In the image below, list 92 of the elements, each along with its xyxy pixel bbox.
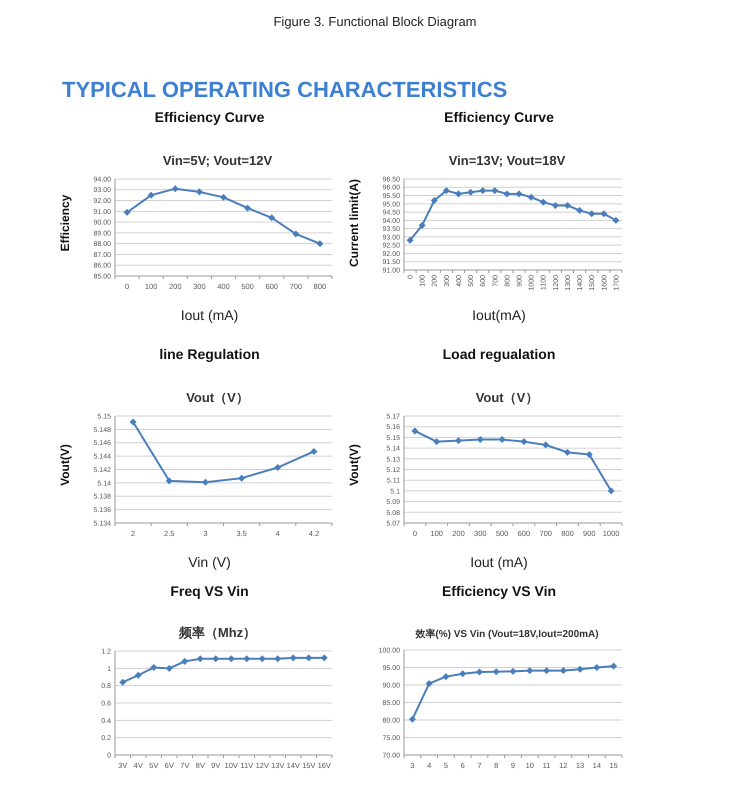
point [244,204,252,212]
point [543,667,550,674]
point [479,187,486,194]
point [491,187,498,194]
point [408,716,416,723]
point [196,188,203,196]
point [172,185,179,192]
point [610,662,618,670]
point [274,464,282,471]
point [426,680,433,688]
point [196,655,204,662]
point [212,655,220,662]
point [181,658,188,665]
point [258,655,266,662]
point [476,668,483,676]
point [586,451,593,458]
point [560,667,567,674]
point [608,487,615,494]
chart-title: Freq VS Vin [170,583,249,599]
point [220,194,227,201]
chart-subtitle: Vout（V） [476,390,538,405]
point [455,190,462,198]
point [166,477,173,484]
point [418,222,426,229]
point [290,654,297,662]
point [542,441,550,448]
chart-title: Efficiency Curve [154,109,265,125]
point [612,216,620,224]
chart-title: Load regualation [442,346,556,362]
y-axis-title: Current limit(A) [347,179,361,267]
point [268,214,276,222]
x-axis-title: Iout (mA) [180,307,238,323]
point [411,427,418,434]
point [134,672,142,679]
point [576,666,584,673]
point [540,198,547,206]
caption: Figure 3. Functional Block Diagram [273,14,477,29]
point [503,190,510,198]
point [292,230,300,238]
point [442,187,450,194]
point [274,655,282,662]
chart-subtitle: Vout（V） [186,390,249,405]
point [310,448,318,455]
point [455,437,462,444]
point [130,418,137,426]
chart-title: Efficiency VS Vin [442,583,556,599]
point [520,438,528,446]
point [442,673,450,680]
point [476,436,484,444]
y-axis-title: Vout(V) [347,444,361,486]
x-axis-title: Vin (V) [188,554,231,570]
point [564,202,571,209]
point [148,192,155,199]
point [588,210,596,218]
point [406,236,414,244]
point [119,678,126,686]
point [228,655,235,662]
point [150,664,158,671]
point [202,478,209,486]
point [316,240,324,248]
chart-subtitle: Vin=13V; Vout=18V [448,153,566,168]
point [526,667,534,674]
point [305,654,312,662]
point [593,664,600,671]
point [576,206,584,214]
point [124,208,131,216]
point [433,438,440,446]
point [528,194,535,201]
point [467,188,474,196]
x-axis-title: Iout (mA) [470,554,528,570]
point [459,670,466,678]
point [510,668,516,675]
point [166,664,173,672]
point [552,202,559,209]
point [320,654,328,662]
y-axis-title: Efficiency [58,194,72,252]
point [238,474,246,482]
point [430,197,438,204]
point [243,655,250,662]
point [516,190,523,198]
text: TYPICAL OPERATING CHARACTERISTICS [62,77,508,102]
chart-subtitle: Vin=5V; Vout=12V [162,153,272,168]
chart-title: line Regulation [159,346,260,362]
point [600,210,608,218]
chart-subtitle: 效率(%) VS Vin (Vout=18V,Iout=200mA) [414,628,599,640]
point [492,668,500,676]
chart-title: Efficiency Curve [444,109,554,125]
chart-subtitle: 频率（Mhz） [178,625,256,640]
x-axis-title: Iout(mA) [472,307,526,323]
point [498,436,506,444]
y-axis-title: Vout(V) [58,444,72,486]
point [564,448,571,456]
